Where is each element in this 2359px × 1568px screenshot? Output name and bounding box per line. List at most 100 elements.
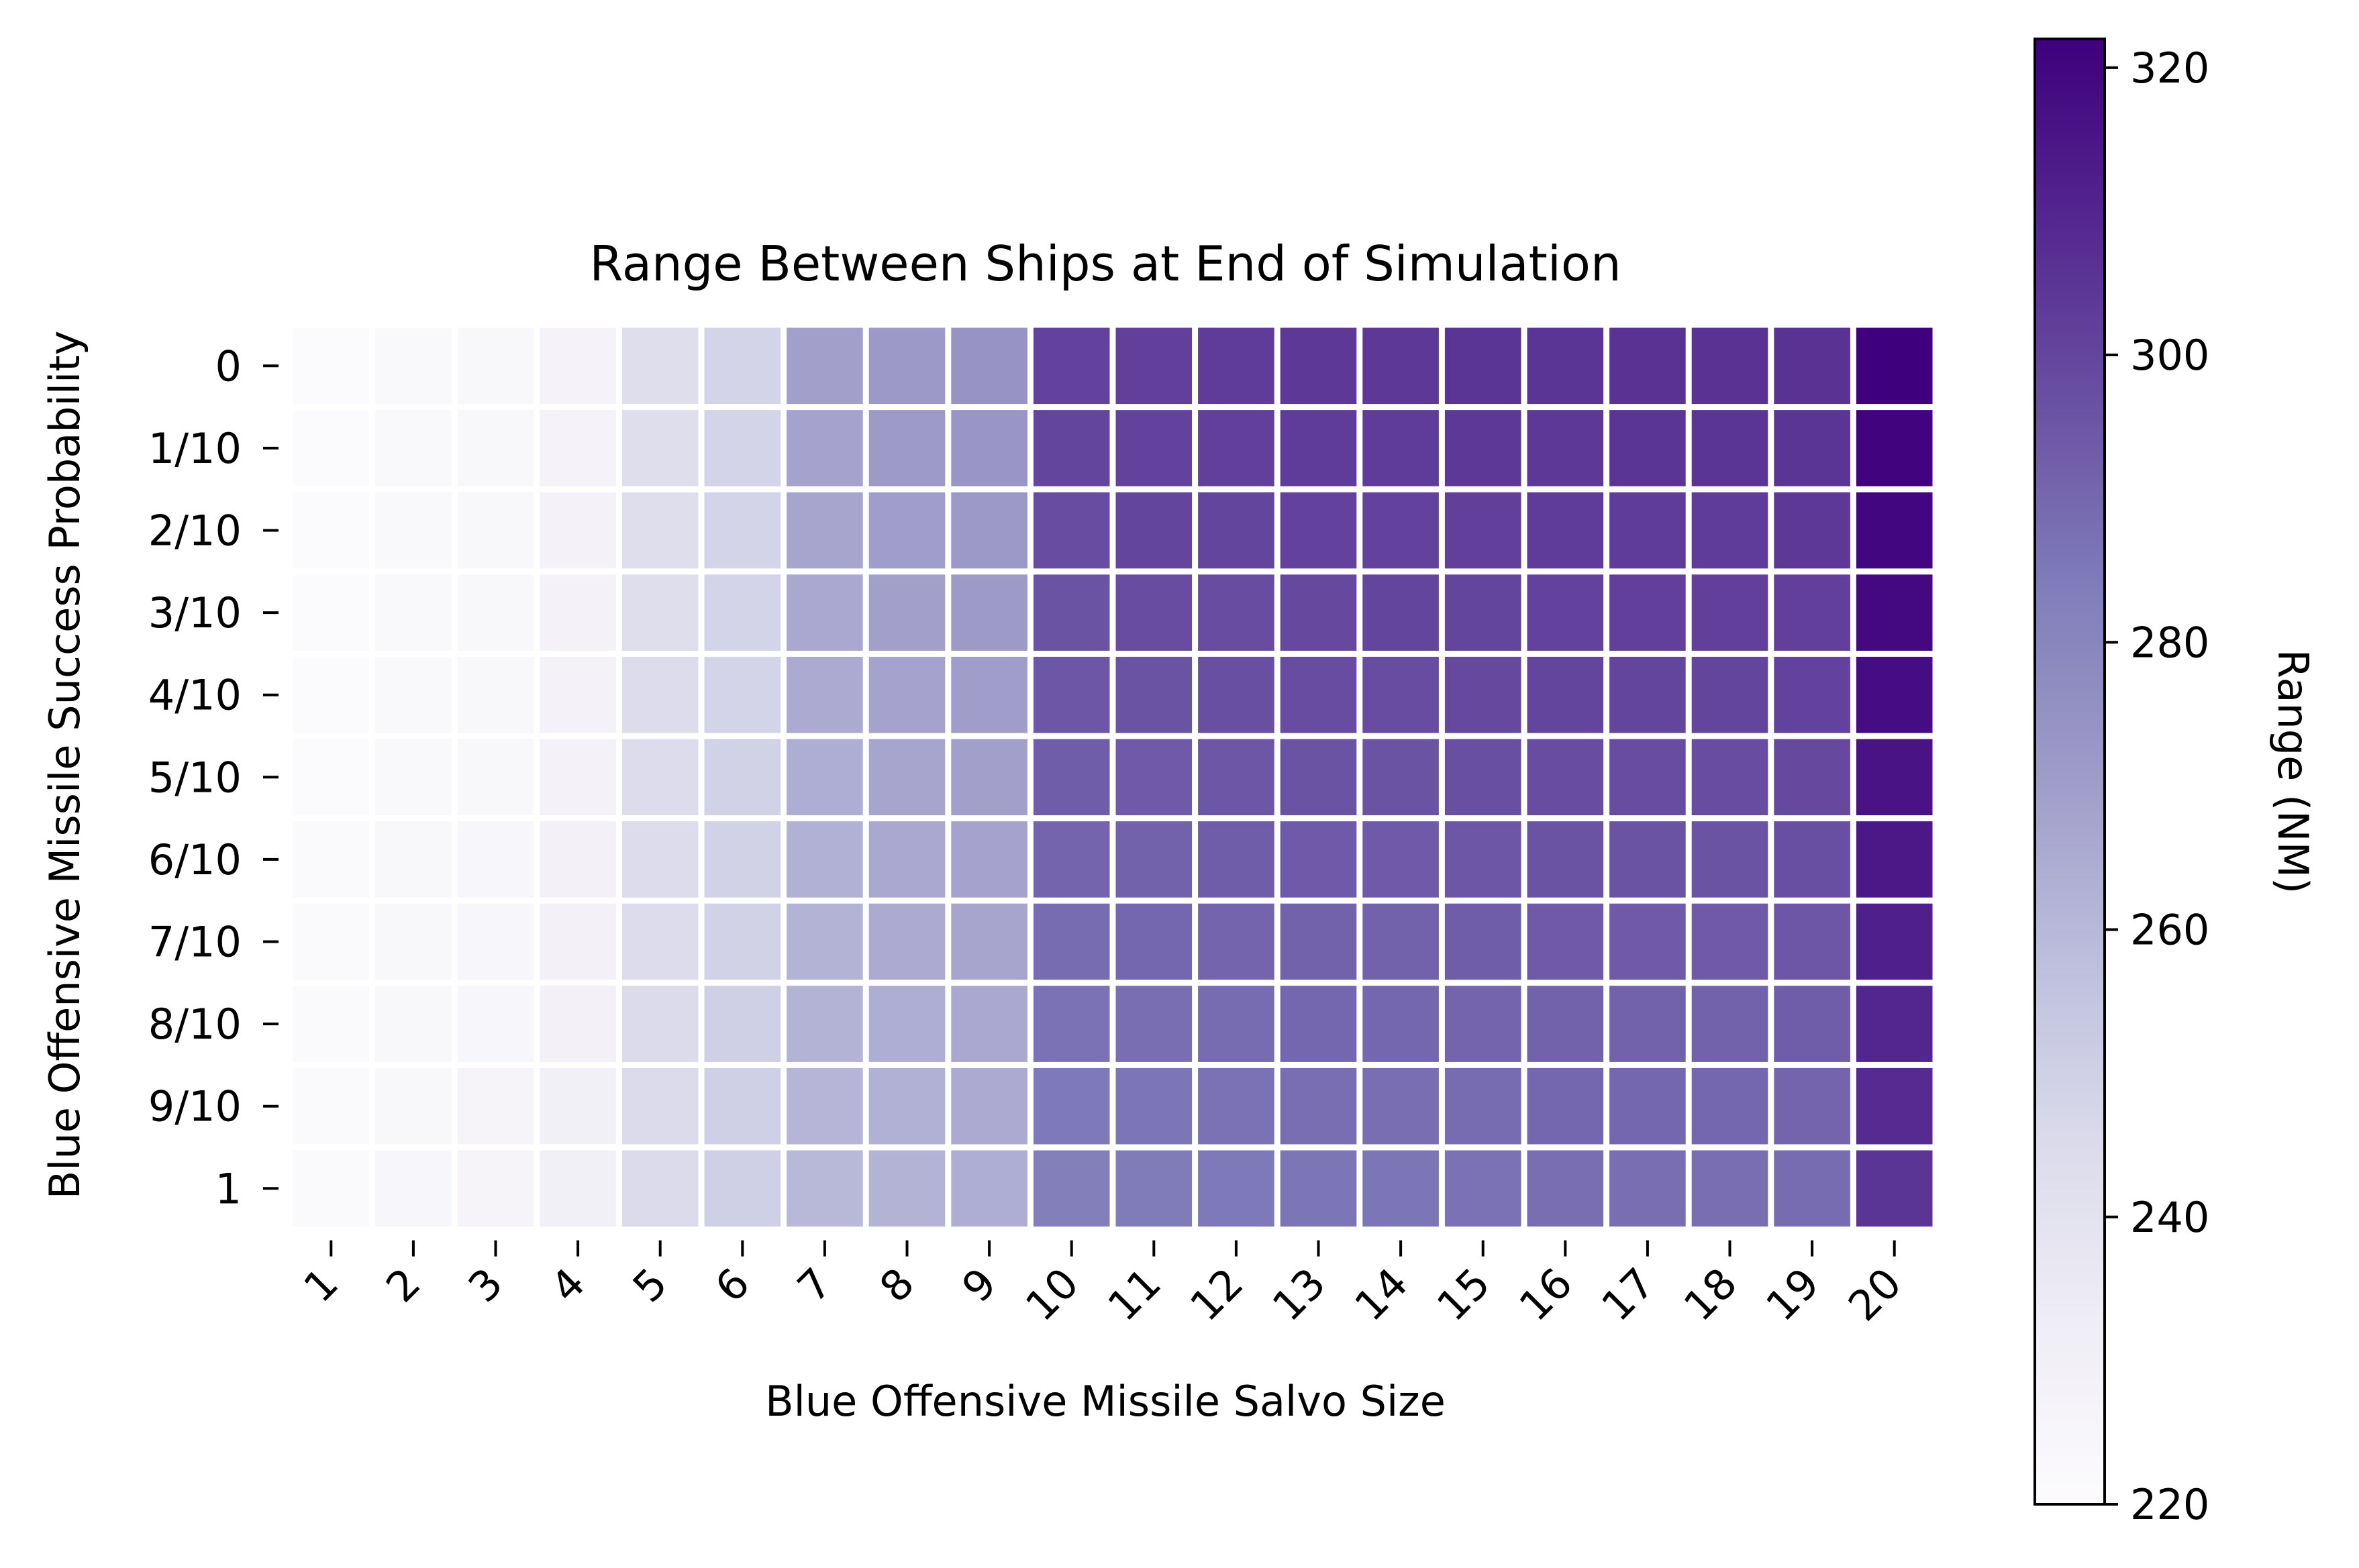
- x-tick-label: 16: [1509, 1259, 1581, 1330]
- heatmap-cell: [1856, 327, 1933, 405]
- heatmap-cell: [375, 821, 452, 898]
- heatmap-cell: [868, 492, 946, 569]
- heatmap-cell: [457, 574, 534, 651]
- y-tick-label: 2/10: [148, 507, 242, 556]
- heatmap-cell: [293, 821, 370, 898]
- x-tick-label: 11: [1098, 1259, 1170, 1330]
- heatmap-cell: [457, 656, 534, 733]
- heatmap-cell: [1774, 492, 1850, 569]
- heatmap-cell: [951, 903, 1027, 980]
- y-tick-label: 1: [215, 1164, 242, 1213]
- heatmap-cell: [540, 986, 616, 1062]
- heatmap-cell: [868, 903, 946, 980]
- heatmap-cell: [457, 410, 534, 486]
- heatmap-cell: [704, 739, 781, 816]
- heatmap-cell: [1444, 1150, 1521, 1227]
- heatmap-cell: [1774, 656, 1850, 733]
- heatmap-cell: [293, 492, 370, 569]
- heatmap-cell: [375, 1067, 452, 1145]
- heatmap-cell: [1280, 492, 1357, 569]
- colorbar-tick-label: 320: [2130, 44, 2209, 93]
- heatmap-cell: [375, 410, 452, 486]
- y-axis-label: Blue Offensive Missile Success Probabili…: [40, 331, 89, 1200]
- heatmap-cell: [951, 986, 1027, 1062]
- heatmap-cell: [621, 739, 699, 816]
- heatmap-cell: [1609, 739, 1686, 816]
- heatmap-cell: [621, 1067, 699, 1145]
- heatmap-cell: [1280, 739, 1357, 816]
- heatmap-cell: [704, 903, 781, 980]
- heatmap-cell: [787, 986, 863, 1062]
- x-tick-label: 14: [1345, 1259, 1417, 1330]
- heatmap-cell: [375, 1150, 452, 1227]
- colorbar-tick-label: 300: [2130, 331, 2209, 380]
- heatmap-cell: [1280, 327, 1357, 405]
- y-axis-ticks: 0 1/10 2/10 3/10 4/10 5/10 6/10 7/10 8/10 9/10 1: [148, 342, 279, 1213]
- heatmap-cell: [1527, 1150, 1604, 1227]
- heatmap-cell: [1033, 1067, 1110, 1145]
- heatmap-cell: [1774, 986, 1850, 1062]
- heatmap-cell: [787, 1150, 863, 1227]
- heatmap-cell: [868, 986, 946, 1062]
- heatmap-cell: [1691, 656, 1768, 733]
- colorbar-tick-label: 220: [2130, 1480, 2209, 1529]
- heatmap-cell: [375, 327, 452, 405]
- y-tick-label: 6/10: [148, 835, 242, 884]
- heatmap-cell: [1362, 986, 1439, 1062]
- heatmap-cell: [293, 327, 370, 405]
- heatmap-cell: [787, 656, 863, 733]
- y-tick-label: 7/10: [148, 918, 242, 967]
- heatmap-cell: [1362, 1067, 1439, 1145]
- heatmap-cell: [1362, 656, 1439, 733]
- heatmap-cell: [1856, 574, 1933, 651]
- heatmap-cell: [1856, 492, 1933, 569]
- heatmap-cell: [1774, 574, 1850, 651]
- heatmap-cell: [1115, 492, 1193, 569]
- heatmap-cell: [1280, 986, 1357, 1062]
- heatmap-cell: [293, 410, 370, 486]
- heatmap-cell: [704, 1067, 781, 1145]
- heatmap-cell: [1856, 1150, 1933, 1227]
- x-tick-label: 20: [1839, 1259, 1911, 1330]
- heatmap-cell: [375, 903, 452, 980]
- heatmap-cell: [293, 903, 370, 980]
- heatmap-cell: [1609, 327, 1686, 405]
- heatmap-cell: [868, 327, 946, 405]
- heatmap-cell: [868, 739, 946, 816]
- heatmap-cell: [1280, 903, 1357, 980]
- heatmap-cell: [1527, 492, 1604, 569]
- heatmap-cell: [457, 1150, 534, 1227]
- heatmap-cell: [1033, 492, 1110, 569]
- heatmap-cell: [1691, 739, 1768, 816]
- heatmap-cell: [951, 574, 1027, 651]
- heatmap-cell: [1691, 1150, 1768, 1227]
- heatmap-cell: [1856, 821, 1933, 898]
- heatmap-cell: [1609, 656, 1686, 733]
- heatmap-cell: [540, 739, 616, 816]
- heatmap-cell: [787, 1067, 863, 1145]
- heatmap-cell: [1280, 656, 1357, 733]
- heatmap-cell: [540, 410, 616, 486]
- heatmap-cell: [1033, 986, 1110, 1062]
- heatmap-cell: [1280, 410, 1357, 486]
- heatmap-cells: [293, 327, 1933, 1227]
- heatmap-cell: [540, 1067, 616, 1145]
- heatmap-cell: [375, 656, 452, 733]
- x-tick-label: 12: [1181, 1259, 1252, 1330]
- x-tick-label: 3: [459, 1259, 513, 1312]
- x-tick-label: 8: [870, 1259, 924, 1312]
- heatmap-cell: [1362, 492, 1439, 569]
- heatmap-cell: [1362, 327, 1439, 405]
- heatmap-cell: [1609, 574, 1686, 651]
- heatmap-cell: [1609, 986, 1686, 1062]
- heatmap-cell: [621, 903, 699, 980]
- heatmap-cell: [1774, 1067, 1850, 1145]
- heatmap-cell: [868, 574, 946, 651]
- heatmap-cell: [1115, 903, 1193, 980]
- heatmap-cell: [1115, 574, 1193, 651]
- heatmap-cell: [375, 492, 452, 569]
- heatmap-cell: [1198, 1067, 1274, 1145]
- heatmap-cell: [1444, 410, 1521, 486]
- heatmap-cell: [1115, 739, 1193, 816]
